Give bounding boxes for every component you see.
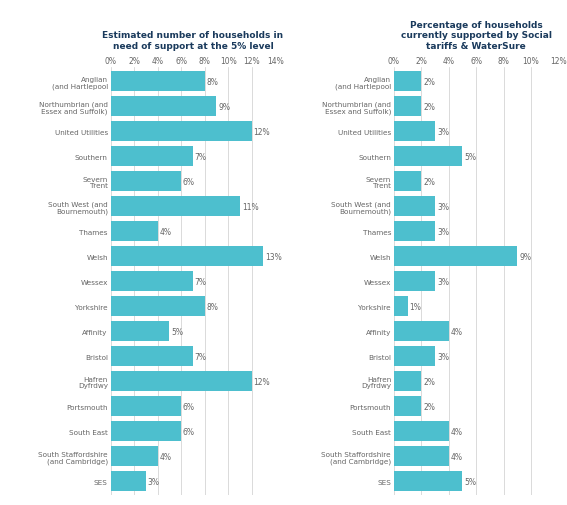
Bar [394,96,421,117]
Bar [111,371,252,391]
Text: 2%: 2% [424,402,435,411]
Bar [394,221,435,242]
Text: 9%: 9% [519,252,531,261]
Bar [394,196,435,217]
Text: 9%: 9% [218,103,230,111]
Text: 1%: 1% [409,302,421,311]
Bar [394,146,463,167]
Text: 2%: 2% [424,377,435,386]
Bar [111,446,158,467]
Text: 12%: 12% [253,127,270,136]
Bar [394,396,421,417]
Bar [394,296,408,317]
Text: 4%: 4% [451,452,463,461]
Bar [394,371,421,391]
Text: 4%: 4% [451,327,463,336]
Text: 6%: 6% [183,402,195,411]
Bar [111,96,217,117]
Bar [111,346,193,367]
Bar [394,72,421,92]
Title: Percentage of households
currently supported by Social
tariffs & WaterSure: Percentage of households currently suppo… [401,21,552,51]
Text: 12%: 12% [253,377,270,386]
Bar [111,72,205,92]
Bar [394,446,448,467]
Text: 2%: 2% [424,103,435,111]
Bar [394,471,463,491]
Text: 5%: 5% [464,153,476,161]
Bar [111,471,146,491]
Bar [111,421,181,441]
Bar [111,221,158,242]
Bar [111,122,252,142]
Bar [111,146,193,167]
Text: 3%: 3% [437,277,449,286]
Bar [111,396,181,417]
Text: 7%: 7% [194,153,206,161]
Text: 2%: 2% [424,177,435,186]
Text: 4%: 4% [451,427,463,436]
Text: 3%: 3% [437,202,449,211]
Bar [394,421,448,441]
Bar [394,346,435,367]
Text: 3%: 3% [437,352,449,361]
Bar [111,321,170,342]
Title: Estimated number of households in
need of support at the 5% level: Estimated number of households in need o… [102,31,284,51]
Text: 3%: 3% [147,477,160,486]
Text: 4%: 4% [159,227,171,236]
Bar [394,122,435,142]
Text: 2%: 2% [424,77,435,86]
Text: 3%: 3% [437,227,449,236]
Text: 11%: 11% [242,202,259,211]
Text: 6%: 6% [183,427,195,436]
Text: 7%: 7% [194,352,206,361]
Bar [111,172,181,192]
Bar [111,246,264,267]
Bar [111,296,205,317]
Text: 8%: 8% [206,77,218,86]
Text: 6%: 6% [183,177,195,186]
Text: 3%: 3% [437,127,449,136]
Text: 8%: 8% [206,302,218,311]
Bar [394,271,435,292]
Text: 4%: 4% [159,452,171,461]
Bar [111,196,240,217]
Bar [111,271,193,292]
Bar [394,246,517,267]
Bar [394,321,448,342]
Bar [394,172,421,192]
Text: 5%: 5% [464,477,476,486]
Text: 5%: 5% [171,327,183,336]
Text: 7%: 7% [194,277,206,286]
Text: 13%: 13% [265,252,282,261]
